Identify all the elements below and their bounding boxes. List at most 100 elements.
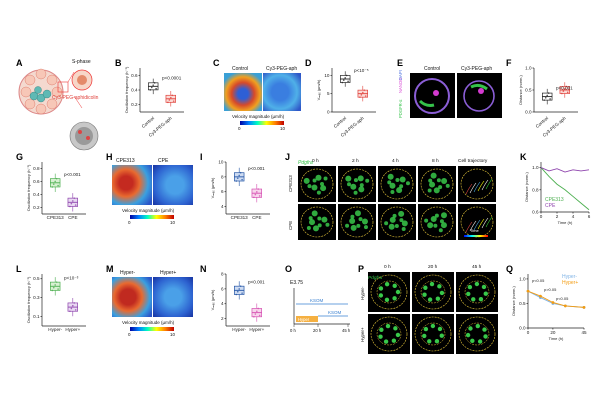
y-axis-label: Oscillation frequency (h⁻¹) (26, 276, 31, 323)
y-tick-label: 0.1 (33, 314, 40, 319)
panel-letter-j: J (285, 152, 291, 162)
panel-letter-q: Q (506, 264, 514, 274)
panel-h-cbar-max: 10 (170, 220, 176, 225)
y-axis-label: Vₘₐₓ (µm/h) (210, 177, 215, 198)
panel-p-frame (456, 314, 498, 354)
p-value: p<0.001 (64, 172, 81, 177)
p-value: p<0.001 (556, 86, 573, 91)
y-tick-label: 6 (221, 286, 224, 291)
panel-j-frame (338, 204, 376, 240)
series-point (539, 294, 542, 298)
panel-letter-b: B (115, 58, 122, 68)
panel-h-cbar-label: Velocity magnitude (µm/h) (122, 208, 175, 213)
panel-e-stain-1: PDGFR-α (398, 99, 403, 118)
data-point (256, 191, 258, 193)
data-point (257, 188, 260, 190)
y-tick-label: 0.0 (525, 110, 532, 115)
data-point (364, 95, 367, 97)
data-point (155, 87, 157, 90)
x-axis-label: Time (h) (549, 336, 564, 341)
data-point (74, 309, 77, 311)
x-tick-label: 2 (556, 214, 559, 219)
panel-i-chart: 4 6 8 10 Vₘₐₓ (µm/h) CPE313 CPE p<0.001 (210, 160, 270, 220)
data-point (149, 89, 152, 91)
x-tick-label: Hyper+ (65, 327, 80, 332)
x-tick-label: CPE313 (231, 215, 249, 220)
data-point (54, 284, 56, 286)
legend-entry-1: Hyper+ (562, 280, 578, 286)
panel-c-title-2: Cy3-PEG-aph (266, 66, 298, 72)
data-point (52, 183, 55, 185)
data-point (257, 307, 260, 310)
panel-j-time-label: 4 h (392, 159, 399, 164)
data-point (238, 174, 240, 177)
data-point (74, 204, 77, 206)
data-point (547, 92, 550, 94)
data-point (172, 100, 175, 102)
panel-q-chart: 0.0 0.5 1.0 0 20 45 Time (h) Distance (norm.) Hy… (511, 274, 587, 341)
x-tick-label: Hyper+ (249, 327, 264, 332)
x-tick-label: 6 (588, 214, 591, 219)
data-point (347, 80, 349, 83)
panel-j-frame (378, 204, 416, 240)
p-value-1: p>0.05 (544, 287, 557, 292)
series-line-0 (540, 167, 590, 211)
data-point (561, 92, 563, 95)
y-tick-label: 0.5 (525, 88, 532, 93)
data-point (253, 196, 255, 199)
data-point (344, 77, 346, 79)
data-point (153, 82, 156, 84)
data-point (235, 180, 238, 182)
data-point (345, 74, 348, 77)
panel-letter-i: I (200, 152, 203, 162)
x-tick-label: Hyper- (232, 327, 246, 332)
data-point (171, 94, 174, 97)
data-point (69, 310, 71, 313)
panel-j-row-label: CPE313 (288, 175, 293, 192)
panel-a-drug: Cy3-PEG-aphidicolin (52, 95, 99, 101)
y-tick-label: 8 (221, 174, 224, 179)
panel-letter-d: D (305, 58, 312, 68)
panel-k-chart: 0.6 0.8 1.0 0 2 4 6 Time (h) Distance (norm.) CPE… (524, 162, 591, 225)
data-point (544, 96, 547, 99)
data-point (57, 288, 59, 290)
y-tick-label: 0.4 (131, 88, 138, 93)
y-tick-label: 0.6 (532, 210, 539, 215)
panel-j-time-bar (464, 235, 488, 237)
y-tick-label: 0 (327, 110, 330, 115)
y-tick-label: 5 (327, 91, 330, 96)
panel-j-trajectory (458, 204, 496, 240)
y-axis-label: Vₘₐₓ (µm/h) (316, 79, 321, 100)
data-point (236, 290, 239, 293)
y-tick-label: 0.4 (33, 192, 40, 197)
panel-e-title-2: Cy3-PEG-aph (461, 66, 493, 72)
panel-p-grid: Hyper- Hyper+ 0 h 20 h 45 h (360, 265, 500, 358)
panel-m-cbar-label: Velocity magnitude (µm/h) (122, 320, 175, 325)
panel-j-frame (338, 166, 376, 202)
y-tick-label: 1.0 (525, 66, 532, 71)
panel-j-row-label: CPE (288, 220, 293, 230)
data-point (238, 288, 240, 290)
data-point (241, 292, 243, 294)
p-value: p<10⁻³ (64, 275, 79, 280)
panel-o-hyper: Hyper (298, 317, 310, 322)
y-tick-label: 2 (221, 316, 224, 321)
panel-p-frame (412, 314, 454, 354)
panel-h-heatmap-2 (153, 165, 193, 205)
y-axis-label: Distance (norm.) (518, 75, 523, 105)
panel-j-title: Pdgfra (298, 160, 313, 166)
data-point (170, 96, 172, 99)
panel-j-trajectory-label: Cell trajectory (458, 159, 488, 164)
data-point (152, 84, 154, 86)
panel-p-frame (456, 272, 498, 312)
y-tick-label: 0.8 (532, 187, 539, 192)
panel-o-tick-2: 45 h (342, 328, 351, 333)
panel-letter-c: C (213, 58, 220, 68)
y-tick-label: 0.8 (33, 166, 40, 171)
data-point (69, 205, 71, 208)
data-point (57, 184, 59, 187)
y-tick-label: 0.5 (519, 301, 526, 306)
data-point (543, 99, 546, 101)
y-axis-label: Distance (norm.) (524, 172, 529, 202)
